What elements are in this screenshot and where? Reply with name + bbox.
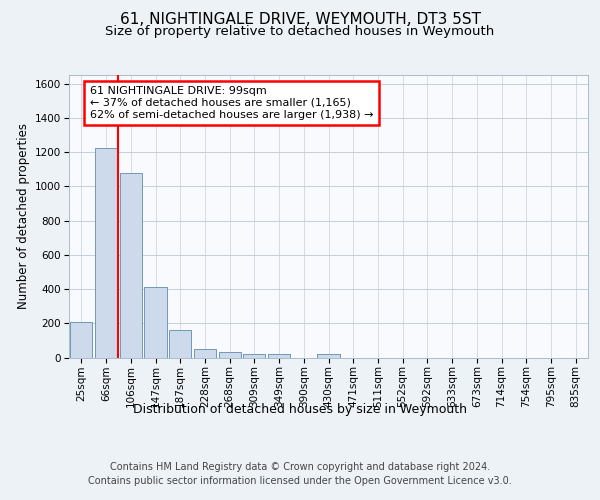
Bar (145, 288, 167, 358)
Text: Size of property relative to detached houses in Weymouth: Size of property relative to detached ho… (106, 25, 494, 38)
Text: Contains HM Land Registry data © Crown copyright and database right 2024.: Contains HM Land Registry data © Crown c… (110, 462, 490, 472)
Bar (194, 348, 216, 358)
Bar (119, 174, 142, 358)
Bar (243, 354, 265, 358)
Bar (268, 354, 290, 358)
Bar (218, 352, 241, 358)
Text: Distribution of detached houses by size in Weymouth: Distribution of detached houses by size … (133, 402, 467, 415)
Bar (169, 330, 191, 357)
Text: Contains public sector information licensed under the Open Government Licence v3: Contains public sector information licen… (88, 476, 512, 486)
Bar (70, 322, 92, 358)
Bar (317, 354, 340, 358)
Text: 61 NIGHTINGALE DRIVE: 99sqm
← 37% of detached houses are smaller (1,165)
62% of : 61 NIGHTINGALE DRIVE: 99sqm ← 37% of det… (90, 86, 373, 120)
Text: 61, NIGHTINGALE DRIVE, WEYMOUTH, DT3 5ST: 61, NIGHTINGALE DRIVE, WEYMOUTH, DT3 5ST (119, 12, 481, 28)
Bar (95, 148, 117, 358)
Y-axis label: Number of detached properties: Number of detached properties (17, 123, 29, 309)
